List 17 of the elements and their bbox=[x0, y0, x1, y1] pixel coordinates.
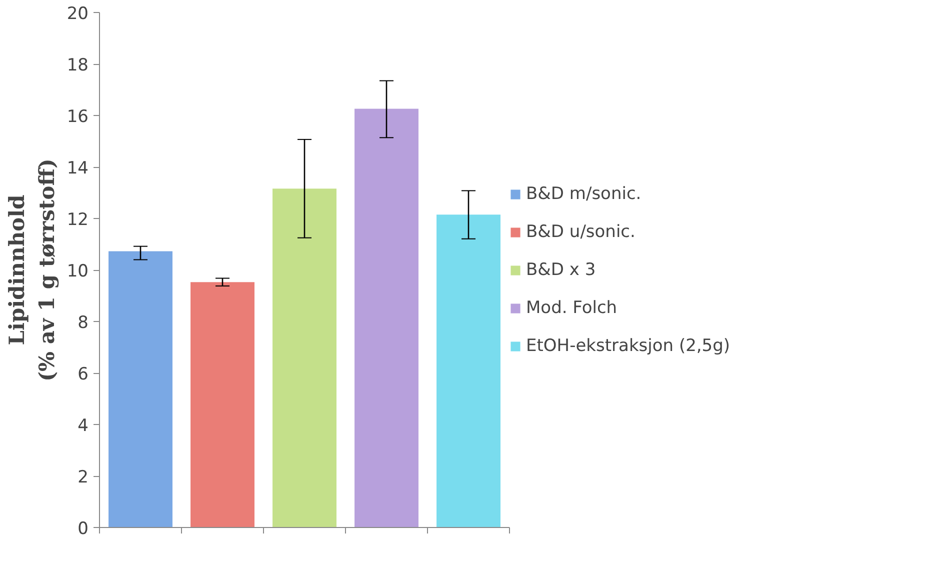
legend-label: B&D x 3 bbox=[526, 260, 596, 280]
legend-label: Mod. Folch bbox=[526, 298, 618, 318]
y-tick-label: 18 bbox=[66, 56, 89, 76]
y-tick-label: 20 bbox=[66, 4, 89, 24]
y-tick-label: 8 bbox=[78, 313, 89, 333]
y-tick-label: 2 bbox=[78, 468, 89, 488]
y-tick-label: 6 bbox=[78, 364, 89, 384]
y-axis-title: Lipidinnhold (% av 1 g tørrstoff) bbox=[4, 158, 59, 382]
legend-label: B&D m/sonic. bbox=[526, 184, 642, 204]
y-tick-label: 0 bbox=[78, 519, 89, 539]
y-tick-label: 12 bbox=[66, 210, 89, 230]
y-tick-label: 4 bbox=[78, 416, 89, 436]
y-tick-label: 16 bbox=[66, 107, 89, 127]
legend-label: EtOH-ekstraksjon (2,5g) bbox=[526, 336, 730, 356]
y-tick-label: 10 bbox=[66, 262, 89, 282]
legend-label: B&D u/sonic. bbox=[526, 222, 636, 242]
y-tick-label: 14 bbox=[66, 158, 89, 178]
